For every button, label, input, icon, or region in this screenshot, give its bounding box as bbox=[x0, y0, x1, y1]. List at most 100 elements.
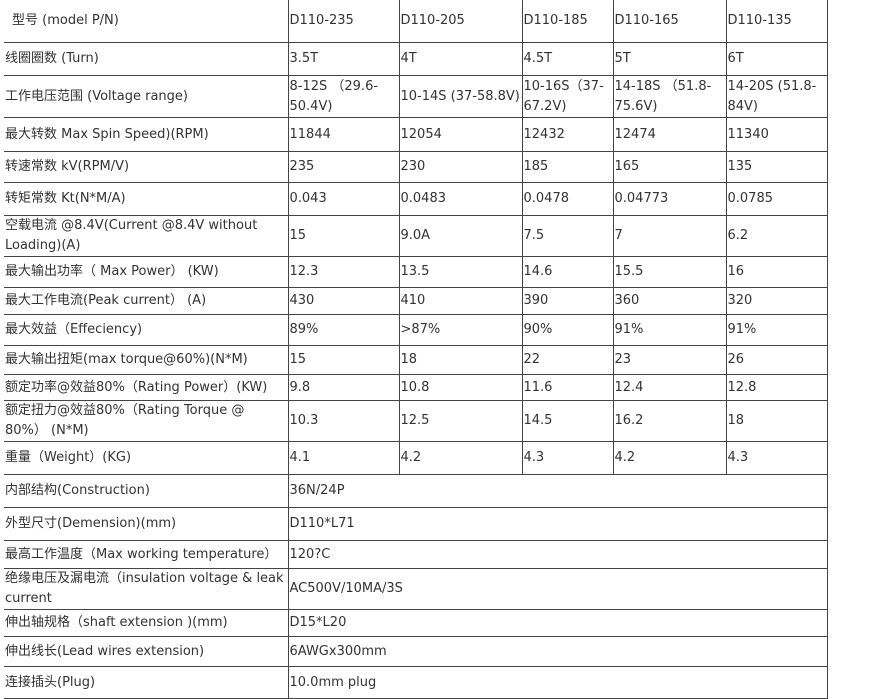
row-label: 重量（Weight）(KG) bbox=[4, 441, 289, 475]
common-value-cell: 10.0mm plug bbox=[288, 666, 828, 699]
value-cell: 12.5 bbox=[399, 400, 523, 442]
row-label: 额定功率@效益80%（Rating Power）(KW) bbox=[4, 374, 289, 401]
header-label: 型号 (model P/N) bbox=[4, 0, 289, 43]
value-cell: 4T bbox=[399, 42, 523, 76]
value-cell: 4.2 bbox=[613, 441, 727, 475]
value-cell: 10.8 bbox=[399, 374, 523, 401]
row-label: 伸出轴规格（shaft extension )(mm) bbox=[4, 609, 289, 637]
value-cell: 0.0478 bbox=[522, 182, 614, 216]
table-row: 最大效益（Effeciency) 89% >87% 90% 91% 91% bbox=[4, 314, 828, 346]
value-cell: 185 bbox=[522, 151, 614, 183]
value-cell: 9.8 bbox=[288, 374, 400, 401]
value-cell: 23 bbox=[613, 345, 727, 375]
table-row: 额定功率@效益80%（Rating Power）(KW) 9.8 10.8 11.6 1… bbox=[4, 374, 828, 401]
value-cell: 135 bbox=[726, 151, 828, 183]
value-cell: 15 bbox=[288, 345, 400, 375]
value-cell: 9.0A bbox=[399, 215, 523, 257]
model-cell: D110-135 bbox=[726, 0, 828, 43]
value-cell: 4.5T bbox=[522, 42, 614, 76]
table-row: 最大转数 Max Spin Speed)(RPM) 11844 12054 12432… bbox=[4, 117, 828, 152]
value-cell: 12.8 bbox=[726, 374, 828, 401]
value-cell: 90% bbox=[522, 314, 614, 346]
value-cell: 6.2 bbox=[726, 215, 828, 257]
value-cell: 4.3 bbox=[522, 441, 614, 475]
row-label: 空载电流 @8.4V(Current @8.4V without Loading… bbox=[4, 215, 289, 257]
value-cell: 22 bbox=[522, 345, 614, 375]
value-cell: 3.5T bbox=[288, 42, 400, 76]
value-cell: 4.2 bbox=[399, 441, 523, 475]
table-row: 绝缘电压及漏电流（insulation voltage & leak curre… bbox=[4, 568, 828, 610]
value-cell: 13.5 bbox=[399, 256, 523, 288]
value-cell: 11340 bbox=[726, 117, 828, 152]
table-row: 转矩常数 Kt(N*M/A) 0.043 0.0483 0.0478 0.04773 0.… bbox=[4, 182, 828, 216]
table-row: 工作电压范围 (Voltage range) 8-12S （29.6-50.4V)… bbox=[4, 75, 828, 118]
value-cell: 14-20S (51.8-84V) bbox=[726, 75, 828, 118]
value-cell: 91% bbox=[726, 314, 828, 346]
common-value-cell: 6AWGx300mm bbox=[288, 636, 828, 667]
row-label: 最大输出功率（ Max Power） (KW) bbox=[4, 256, 289, 288]
value-cell: 165 bbox=[613, 151, 727, 183]
table-row: 最大输出扭矩(max torque@60%)(N*M) 15 18 22 23 26 bbox=[4, 345, 828, 375]
common-value-cell: 120?C bbox=[288, 540, 828, 569]
table-row: 伸出线长(Lead wires extension) 6AWGx300mm bbox=[4, 636, 828, 667]
row-label: 外型尺寸(Demension)(mm) bbox=[4, 507, 289, 541]
value-cell: 4.3 bbox=[726, 441, 828, 475]
value-cell: 89% bbox=[288, 314, 400, 346]
model-cell: D110-165 bbox=[613, 0, 727, 43]
value-cell: 7.5 bbox=[522, 215, 614, 257]
value-cell: 7 bbox=[613, 215, 727, 257]
spec-table: 型号 (model P/N) D110-235 D110-205 D110-18… bbox=[4, 0, 828, 699]
value-cell: 16.2 bbox=[613, 400, 727, 442]
value-cell: 360 bbox=[613, 287, 727, 315]
value-cell: 12432 bbox=[522, 117, 614, 152]
row-label: 转速常数 kV(RPM/V) bbox=[4, 151, 289, 183]
value-cell: 5T bbox=[613, 42, 727, 76]
table-row: 外型尺寸(Demension)(mm) D110*L71 bbox=[4, 507, 828, 541]
model-cell: D110-185 bbox=[522, 0, 614, 43]
row-label: 最高工作温度（Max working temperature） bbox=[4, 540, 289, 569]
value-cell: 12054 bbox=[399, 117, 523, 152]
value-cell: 12.4 bbox=[613, 374, 727, 401]
table-row: 转速常数 kV(RPM/V) 235 230 185 165 135 bbox=[4, 151, 828, 183]
value-cell: 12474 bbox=[613, 117, 727, 152]
table-row: 最大输出功率（ Max Power） (KW) 12.3 13.5 14.6 15.5 1… bbox=[4, 256, 828, 288]
value-cell: 14.6 bbox=[522, 256, 614, 288]
table-row: 空载电流 @8.4V(Current @8.4V without Loading… bbox=[4, 215, 828, 257]
value-cell: 10.3 bbox=[288, 400, 400, 442]
value-cell: 0.04773 bbox=[613, 182, 727, 216]
value-cell: 14-18S （51.8-75.6V) bbox=[613, 75, 727, 118]
table-row: 伸出轴规格（shaft extension )(mm) D15*L20 bbox=[4, 609, 828, 637]
model-cell: D110-205 bbox=[399, 0, 523, 43]
value-cell: 235 bbox=[288, 151, 400, 183]
value-cell: 410 bbox=[399, 287, 523, 315]
row-label: 转矩常数 Kt(N*M/A) bbox=[4, 182, 289, 216]
common-value-cell: D110*L71 bbox=[288, 507, 828, 541]
common-value-cell: D15*L20 bbox=[288, 609, 828, 637]
value-cell: 11844 bbox=[288, 117, 400, 152]
value-cell: 91% bbox=[613, 314, 727, 346]
value-cell: 10-14S (37-58.8V) bbox=[399, 75, 523, 118]
table-row: 最高工作温度（Max working temperature） 120?C bbox=[4, 540, 828, 569]
value-cell: 390 bbox=[522, 287, 614, 315]
value-cell: 0.043 bbox=[288, 182, 400, 216]
row-label: 最大工作电流(Peak current） (A) bbox=[4, 287, 289, 315]
value-cell: 0.0483 bbox=[399, 182, 523, 216]
header-row: 型号 (model P/N) D110-235 D110-205 D110-18… bbox=[4, 0, 828, 43]
value-cell: 230 bbox=[399, 151, 523, 183]
row-label: 额定扭力@效益80%（Rating Torque @ 80%） (N*M) bbox=[4, 400, 289, 442]
value-cell: 18 bbox=[726, 400, 828, 442]
row-label: 线圈圈数 (Turn) bbox=[4, 42, 289, 76]
table-row: 额定扭力@效益80%（Rating Torque @ 80%） (N*M) 10.… bbox=[4, 400, 828, 442]
value-cell: 430 bbox=[288, 287, 400, 315]
value-cell: 18 bbox=[399, 345, 523, 375]
model-cell: D110-235 bbox=[288, 0, 400, 43]
row-label: 内部结构(Construction) bbox=[4, 474, 289, 508]
value-cell: 14.5 bbox=[522, 400, 614, 442]
value-cell: 320 bbox=[726, 287, 828, 315]
value-cell: 12.3 bbox=[288, 256, 400, 288]
row-label: 最大转数 Max Spin Speed)(RPM) bbox=[4, 117, 289, 152]
row-label: 连接插头(Plug) bbox=[4, 666, 289, 699]
row-label: 伸出线长(Lead wires extension) bbox=[4, 636, 289, 667]
value-cell: 6T bbox=[726, 42, 828, 76]
table-row: 连接插头(Plug) 10.0mm plug bbox=[4, 666, 828, 699]
